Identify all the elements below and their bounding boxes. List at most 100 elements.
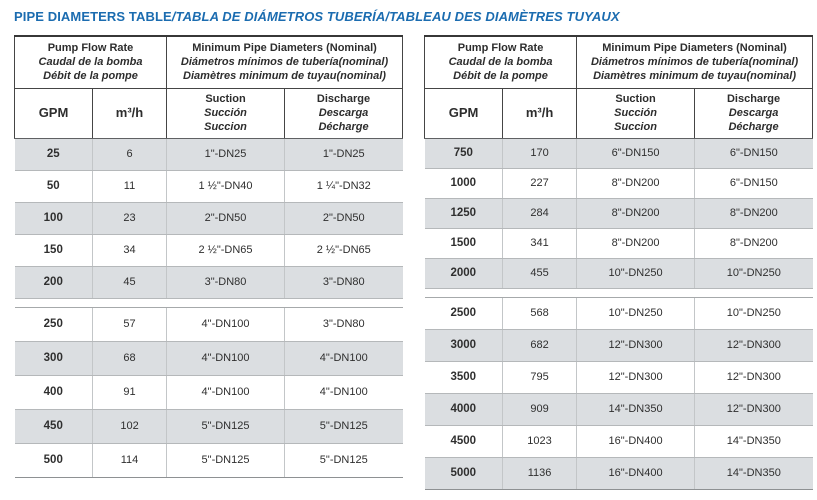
suction-label-fr: Succion bbox=[204, 121, 247, 134]
table-header: Pump Flow Rate Caudal de la bomba Débit … bbox=[13, 35, 404, 139]
suction-cell: 4"-DN100 bbox=[166, 375, 285, 410]
m3h-cell: 34 bbox=[91, 234, 167, 267]
suction-cell: 4"-DN100 bbox=[166, 341, 285, 376]
discharge-cell: 10"-DN250 bbox=[694, 297, 813, 330]
m3h-cell: 102 bbox=[91, 409, 167, 444]
m3h-cell: 91 bbox=[91, 375, 167, 410]
discharge-cell: 12"-DN300 bbox=[694, 329, 813, 362]
pipe-table-high-flow: Pump Flow Rate Caudal de la bomba Débit … bbox=[424, 35, 814, 490]
suction-column-header: Suction Succión Succion bbox=[166, 88, 285, 139]
page-title-translations: /TABLA DE DIÁMETROS TUBERÍA/TABLEAU DES … bbox=[171, 9, 620, 24]
group-gap bbox=[424, 288, 813, 298]
suction-cell: 10"-DN250 bbox=[576, 297, 695, 330]
gpm-cell: 4500 bbox=[424, 425, 503, 458]
min-pipe-diameters-label: Minimum Pipe Diameters (Nominal) bbox=[602, 42, 787, 55]
suction-cell: 8"-DN200 bbox=[576, 168, 695, 199]
gpm-cell: 750 bbox=[424, 138, 503, 169]
discharge-column-header: Discharge Descarga Décharge bbox=[284, 88, 404, 139]
m3h-column-header: m³/h bbox=[502, 88, 577, 139]
table-row: 4500 1023 16"-DN400 14"-DN350 bbox=[424, 425, 813, 458]
table-row: 2000 455 10"-DN250 10"-DN250 bbox=[424, 258, 813, 289]
suction-cell: 12"-DN300 bbox=[576, 361, 695, 394]
header-group-row: Pump Flow Rate Caudal de la bomba Débit … bbox=[13, 35, 404, 89]
gpm-cell: 3500 bbox=[424, 361, 503, 394]
table-row: 300 68 4"-DN100 4"-DN100 bbox=[14, 341, 403, 376]
discharge-cell: 5"-DN125 bbox=[284, 409, 403, 444]
suction-label: Suction bbox=[205, 92, 246, 105]
discharge-cell: 6"-DN150 bbox=[694, 168, 813, 199]
suction-label-fr: Succion bbox=[614, 121, 657, 134]
pump-flow-rate-label-es: Caudal de la bomba bbox=[448, 56, 553, 69]
gpm-cell: 500 bbox=[14, 443, 93, 478]
m3h-cell: 1136 bbox=[502, 457, 577, 490]
discharge-cell: 1"-DN25 bbox=[284, 138, 403, 171]
discharge-cell: 8"-DN200 bbox=[694, 198, 813, 229]
suction-cell: 5"-DN125 bbox=[166, 409, 285, 444]
discharge-cell: 2 ½"-DN65 bbox=[284, 234, 403, 267]
table-row: 400 91 4"-DN100 4"-DN100 bbox=[14, 375, 403, 410]
table-header: Pump Flow Rate Caudal de la bomba Débit … bbox=[424, 35, 814, 139]
group-gap bbox=[14, 298, 403, 308]
group-gap-cell bbox=[424, 288, 813, 298]
suction-cell: 1 ½"-DN40 bbox=[166, 170, 285, 203]
suction-cell: 1"-DN25 bbox=[166, 138, 285, 171]
min-pipe-diameters-label: Minimum Pipe Diameters (Nominal) bbox=[192, 42, 377, 55]
suction-cell: 6"-DN150 bbox=[576, 138, 695, 169]
m3h-cell: 45 bbox=[91, 266, 167, 299]
discharge-cell: 10"-DN250 bbox=[694, 258, 813, 289]
page-title: PIPE DIAMETERS TABLE/TABLA DE DIÁMETROS … bbox=[14, 9, 803, 24]
table-row: 450 102 5"-DN125 5"-DN125 bbox=[14, 409, 403, 444]
gpm-cell: 5000 bbox=[424, 457, 503, 490]
min-pipe-diameters-label-fr: Diamètres minimum de tuyau(nominal) bbox=[593, 70, 797, 83]
table-row: 4000 909 14"-DN350 12"-DN300 bbox=[424, 393, 813, 426]
gpm-cell: 450 bbox=[14, 409, 93, 444]
m3h-cell: 284 bbox=[502, 198, 577, 229]
min-pipe-diameters-label-fr: Diamètres minimum de tuyau(nominal) bbox=[183, 70, 386, 83]
m3h-column-header: m³/h bbox=[91, 88, 167, 139]
pump-flow-rate-label: Pump Flow Rate bbox=[47, 42, 134, 55]
suction-cell: 16"-DN400 bbox=[576, 425, 695, 458]
gpm-cell: 25 bbox=[14, 138, 93, 171]
m3h-cell: 68 bbox=[91, 341, 167, 376]
discharge-cell: 12"-DN300 bbox=[694, 361, 813, 394]
m3h-cell: 455 bbox=[502, 258, 577, 289]
discharge-cell: 2"-DN50 bbox=[284, 202, 403, 235]
suction-cell: 16"-DN400 bbox=[576, 457, 695, 490]
discharge-cell: 6"-DN150 bbox=[694, 138, 813, 169]
header-sub-row: GPM m³/h Suction Succión Succion Dischar… bbox=[14, 88, 404, 139]
m3h-cell: 114 bbox=[91, 443, 167, 478]
discharge-label-fr: Décharge bbox=[318, 121, 369, 134]
gpm-cell: 200 bbox=[14, 266, 93, 299]
discharge-cell: 5"-DN125 bbox=[284, 443, 403, 478]
pump-flow-rate-label: Pump Flow Rate bbox=[457, 42, 544, 55]
gpm-cell: 3000 bbox=[424, 329, 503, 362]
suction-cell: 2 ½"-DN65 bbox=[166, 234, 285, 267]
pump-flow-rate-label-fr: Débit de la pompe bbox=[43, 70, 138, 83]
suction-cell: 5"-DN125 bbox=[166, 443, 285, 478]
m3h-cell: 57 bbox=[91, 307, 167, 342]
table-row: 2500 568 10"-DN250 10"-DN250 bbox=[424, 297, 813, 330]
m3h-cell: 227 bbox=[502, 168, 577, 199]
m3h-cell: 341 bbox=[502, 228, 577, 259]
discharge-label: Discharge bbox=[726, 92, 781, 105]
group-gap-cell bbox=[14, 298, 403, 308]
m3h-cell: 682 bbox=[502, 329, 577, 362]
gpm-cell: 1500 bbox=[424, 228, 503, 259]
suction-cell: 8"-DN200 bbox=[576, 198, 695, 229]
discharge-cell: 4"-DN100 bbox=[284, 375, 403, 410]
discharge-cell: 3"-DN80 bbox=[284, 266, 403, 299]
gpm-cell: 1000 bbox=[424, 168, 503, 199]
pump-flow-rate-label-fr: Débit de la pompe bbox=[453, 70, 548, 83]
suction-cell: 4"-DN100 bbox=[166, 307, 285, 342]
suction-cell: 12"-DN300 bbox=[576, 329, 695, 362]
suction-cell: 10"-DN250 bbox=[576, 258, 695, 289]
table-body: 25 6 1"-DN25 1"-DN25 50 11 1 ½"-DN40 1 ¼"-DN32 1… bbox=[14, 138, 403, 478]
discharge-label-es: Descarga bbox=[318, 106, 369, 119]
suction-column-header: Suction Succión Succion bbox=[576, 88, 695, 139]
table-row: 200 45 3"-DN80 3"-DN80 bbox=[14, 266, 403, 299]
table-row: 150 34 2 ½"-DN65 2 ½"-DN65 bbox=[14, 234, 403, 267]
min-pipe-diameters-label-es: Diámetros mínimos de tubería(nominal) bbox=[180, 56, 389, 69]
discharge-cell: 4"-DN100 bbox=[284, 341, 403, 376]
discharge-cell: 3"-DN80 bbox=[284, 307, 403, 342]
min-pipe-diameters-header: Minimum Pipe Diameters (Nominal) Diámetr… bbox=[166, 35, 404, 89]
